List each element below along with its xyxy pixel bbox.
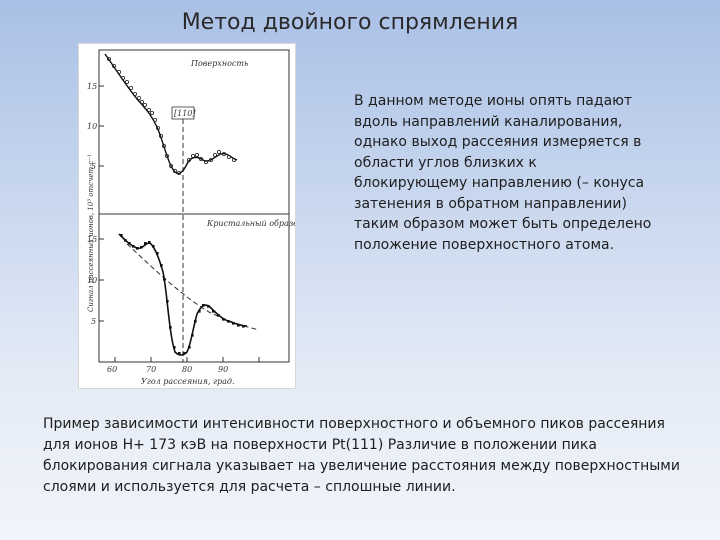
- y-tick-label: 15: [87, 82, 97, 91]
- y-tick-label: 15: [87, 235, 97, 244]
- bottom-panel-trend: [126, 243, 260, 331]
- y-axis-label: Сигнал рассеянных ионов, 10³ отсчет·с⁻¹: [87, 154, 95, 312]
- method-description: В данном методе ионы опять падают вдоль …: [354, 93, 652, 253]
- y-tick-label: 5: [91, 162, 96, 171]
- bottom-panel-points: [120, 234, 245, 355]
- top-panel-points: [106, 56, 236, 176]
- x-tick-label: 60: [107, 365, 117, 374]
- x-tick-label: 80: [182, 365, 192, 374]
- top-panel-curve: [104, 53, 238, 175]
- x-tick-label: 90: [218, 365, 228, 374]
- top-panel-label: Поверхность: [190, 59, 248, 68]
- axis-marker-label: [110]: [174, 109, 196, 118]
- x-tick-label: 70: [146, 365, 156, 374]
- y-tick-label: 10: [87, 122, 97, 131]
- y-tick-label: 10: [87, 276, 97, 285]
- y-ticks: [99, 85, 260, 362]
- figure-caption: Пример зависимости интенсивности поверхн…: [43, 416, 680, 495]
- top-panel-frame: [98, 49, 290, 215]
- scattering-plot: 15 10 5 15 10 5 60 70 80 90 Угол рассеян…: [87, 49, 295, 386]
- bottom-panel-label: Кристальный образец: [206, 219, 295, 228]
- x-axis-label: Угол рассеяния, град.: [141, 377, 235, 386]
- scattering-figure: 15 10 5 15 10 5 60 70 80 90 Угол рассеян…: [79, 44, 295, 388]
- bottom-panel-frame: [98, 213, 290, 363]
- y-tick-label: 5: [91, 317, 96, 326]
- slide-title: Метод двойного спрямления: [181, 10, 519, 35]
